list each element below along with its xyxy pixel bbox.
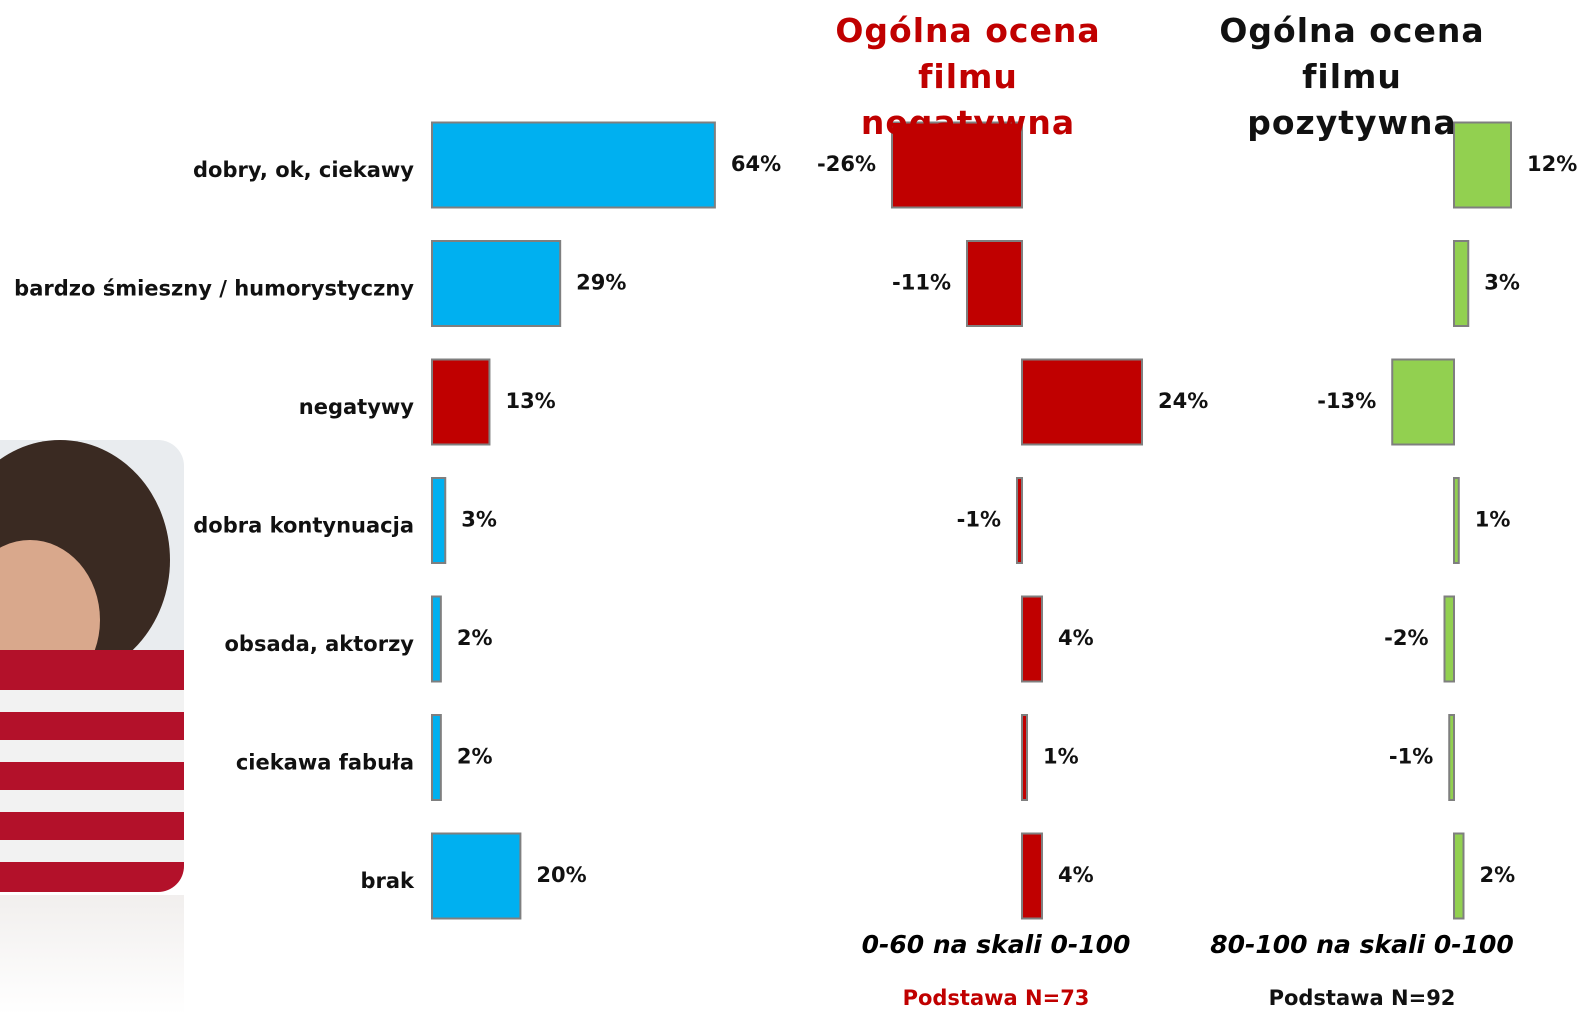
category-label: dobra kontynuacja (193, 514, 414, 538)
value-label: 20% (536, 863, 586, 887)
bar (432, 597, 441, 682)
value-label: 1% (1475, 508, 1511, 532)
subtitle: 0-60 na skali 0-100 (836, 930, 1156, 959)
bar (1454, 834, 1464, 919)
photo-reflection (0, 895, 184, 1015)
category-label: negatywy (299, 395, 415, 419)
bar (1454, 241, 1468, 326)
value-label: -11% (892, 271, 951, 295)
value-label: -26% (817, 152, 876, 176)
value-label: 29% (576, 271, 626, 295)
value-label: 2% (457, 626, 493, 650)
bar (432, 241, 560, 326)
value-label: 64% (731, 152, 781, 176)
bar (432, 834, 520, 919)
bar (1022, 715, 1027, 800)
value-label: -2% (1384, 626, 1428, 650)
chart-title: Ogólna ocena filmu negatywna (818, 8, 1118, 146)
value-label: 4% (1058, 863, 1094, 887)
bar (432, 478, 445, 563)
value-label: -1% (1389, 745, 1433, 769)
bar (1454, 478, 1459, 563)
value-label: 3% (1484, 271, 1520, 295)
bar (1392, 360, 1454, 445)
category-label: ciekawa fabuła (236, 751, 414, 775)
value-label: 13% (505, 389, 555, 413)
value-label: 12% (1527, 152, 1577, 176)
chart-title: Ogólna ocena filmu pozytywna (1202, 8, 1502, 146)
bar (1445, 597, 1455, 682)
note: Podstawa N=73 (836, 986, 1156, 1010)
bar (1449, 715, 1454, 800)
value-label: 3% (461, 508, 497, 532)
bar (1022, 597, 1042, 682)
value-label: -13% (1317, 389, 1376, 413)
note: Podstawa N=92 (1202, 986, 1522, 1010)
photo (0, 440, 184, 910)
bar (432, 715, 441, 800)
bar (432, 360, 489, 445)
value-label: 4% (1058, 626, 1094, 650)
bar (1022, 360, 1142, 445)
slide: 64% dobry, ok, ciekawy 29% bardzo śmieszny … (0, 0, 1588, 1027)
bar (967, 241, 1022, 326)
value-label: 2% (1480, 863, 1516, 887)
bar (1017, 478, 1022, 563)
bar (432, 123, 715, 208)
value-label: 24% (1158, 389, 1208, 413)
subtitle: 80-100 na skali 0-100 (1202, 930, 1522, 959)
category-label: bardzo śmieszny / humorystyczny (14, 277, 414, 301)
category-label: dobry, ok, ciekawy (193, 158, 414, 182)
chart: 64% dobry, ok, ciekawy 29% bardzo śmieszny … (0, 0, 1588, 1027)
value-label: -1% (957, 508, 1001, 532)
value-label: 2% (457, 745, 493, 769)
category-label: brak (360, 869, 415, 893)
bar (1022, 834, 1042, 919)
value-label: 1% (1043, 745, 1079, 769)
category-label: obsada, aktorzy (225, 632, 415, 656)
